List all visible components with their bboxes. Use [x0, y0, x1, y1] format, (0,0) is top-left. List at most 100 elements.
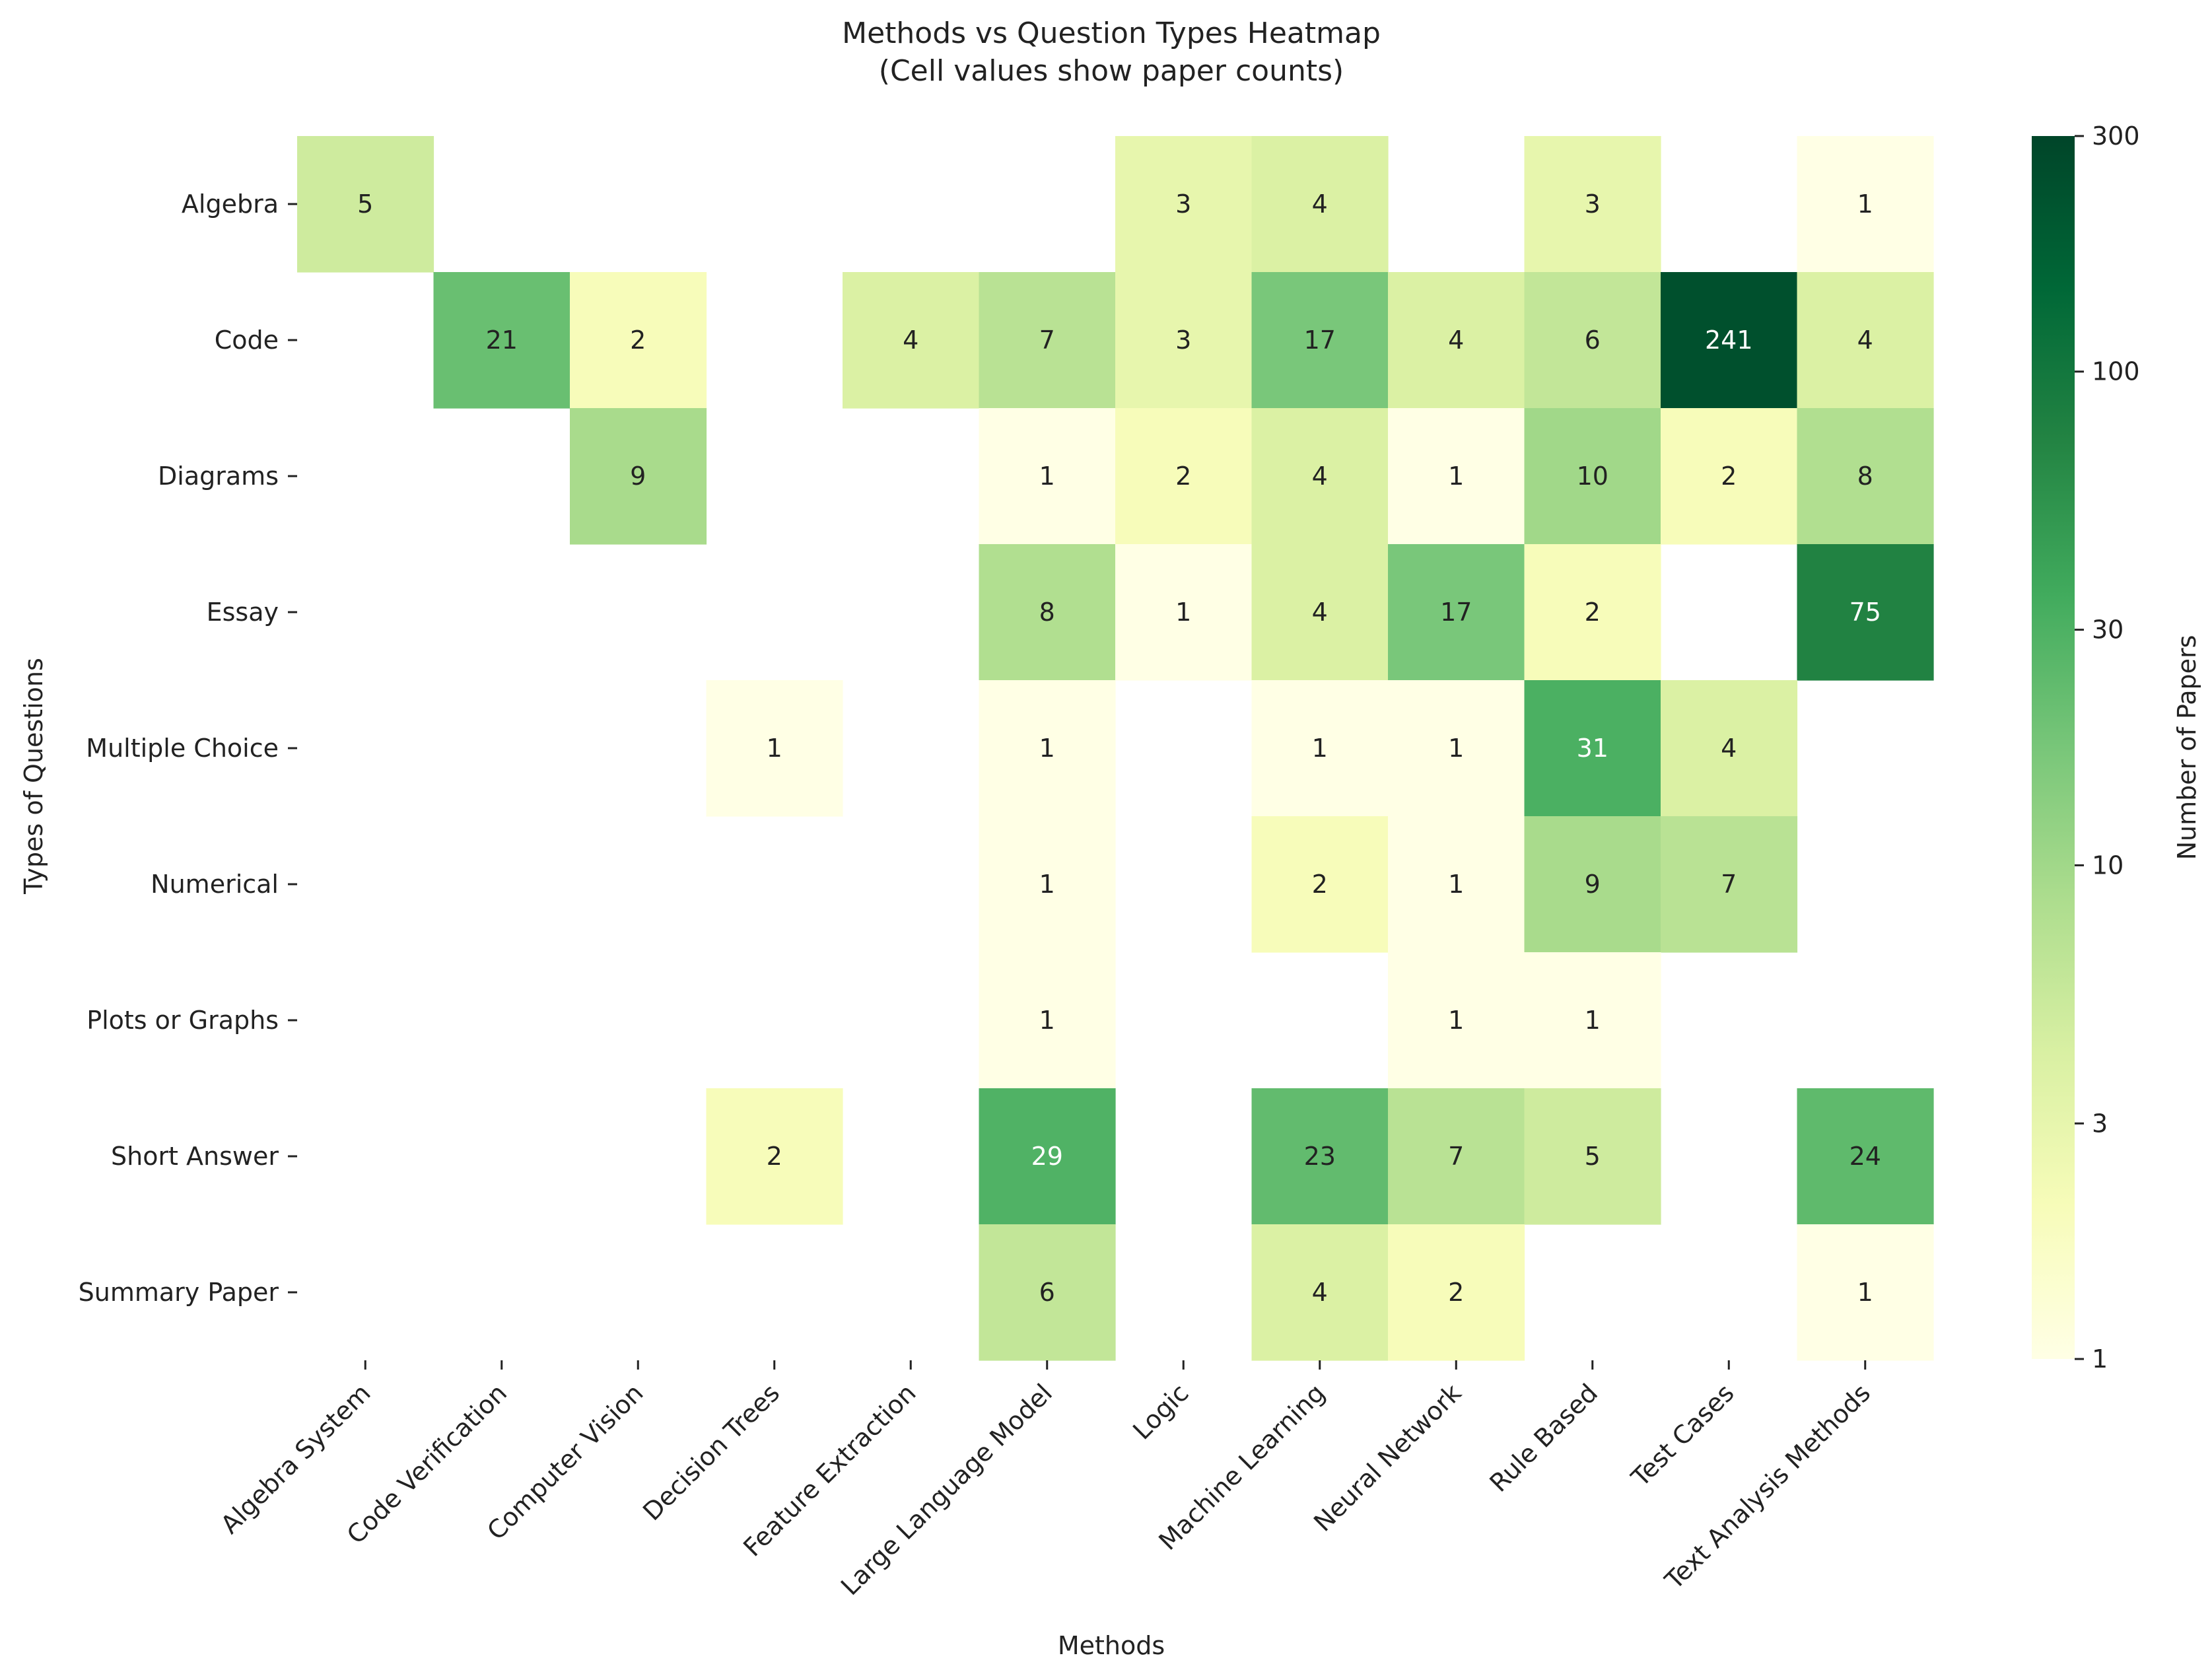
colorbar-tick-label: 3 — [2092, 1109, 2108, 1138]
heatmap-cell — [1388, 272, 1525, 409]
cell-value-label: 1 — [1448, 734, 1464, 763]
heatmap-cell — [1797, 136, 1934, 273]
heatmap-cell — [706, 1088, 843, 1225]
heatmap-cell — [570, 408, 707, 545]
heatmap-cell — [1251, 1088, 1389, 1225]
cell-value-label: 17 — [1440, 598, 1472, 627]
heatmap-cell — [1115, 272, 1253, 409]
chart-title-line-2: (Cell values show paper counts) — [879, 54, 1344, 88]
cell-value-label: 17 — [1304, 326, 1336, 355]
cell-value-label: 1 — [1039, 1006, 1055, 1035]
y-tick-label: Diagrams — [158, 462, 279, 491]
cell-value-label: 2 — [1175, 462, 1191, 491]
cell-value-label: 1 — [1448, 1006, 1464, 1035]
cell-value-label: 2 — [767, 1142, 782, 1171]
heatmap-cell — [1797, 408, 1934, 545]
cell-value-label: 1 — [1312, 734, 1328, 763]
y-tick-label: Algebra — [182, 190, 279, 219]
y-axis-ticks: Algebra Code Diagrams Essay Multiple Choice N… — [79, 190, 297, 1307]
cell-value-label: 8 — [1039, 598, 1055, 627]
cell-value-label: 3 — [1585, 190, 1601, 219]
heatmap-cell — [1661, 272, 1798, 409]
cell-value-label: 9 — [630, 462, 646, 491]
cell-value-label: 241 — [1705, 326, 1753, 355]
heatmap-cell — [433, 272, 570, 409]
cell-value-label: 3 — [1175, 326, 1191, 355]
cell-value-label: 4 — [1312, 190, 1328, 219]
y-tick-label: Numerical — [151, 870, 279, 899]
heatmap-cell — [1797, 1088, 1934, 1225]
cell-value-label: 7 — [1039, 326, 1055, 355]
cell-value-label: 3 — [1175, 190, 1191, 219]
heatmap-cell — [979, 1224, 1116, 1361]
heatmap-cell — [1251, 544, 1389, 681]
y-tick-label: Summary Paper — [79, 1278, 279, 1307]
heatmap-cell — [1524, 952, 1661, 1089]
heatmap-cell — [1661, 408, 1798, 545]
cell-value-label: 4 — [1312, 1278, 1328, 1307]
cell-value-label: 29 — [1031, 1142, 1063, 1171]
heatmap-cell — [1251, 408, 1389, 545]
heatmap-cell — [979, 272, 1116, 409]
x-tick-label: Rule Based — [1484, 1378, 1603, 1498]
heatmap-cell — [979, 408, 1116, 545]
y-tick-label: Plots or Graphs — [86, 1006, 279, 1035]
heatmap-cell — [1524, 680, 1661, 817]
heatmap-cell — [1388, 952, 1525, 1089]
heatmap-cell — [1797, 272, 1934, 409]
heatmap-cells: 5 3 4 3 121 2 4 7 3 17 4 6 241 49 1 2 4 1 10 2 88 1 4 17 2 751 1 1 1… — [297, 136, 1934, 1361]
cell-value-label: 1 — [1585, 1006, 1601, 1035]
colorbar-tick-label: 100 — [2092, 357, 2140, 386]
heatmap-cell — [1524, 1088, 1661, 1225]
cell-value-label: 21 — [486, 326, 518, 355]
x-tick-label: Algebra System — [215, 1378, 376, 1539]
cell-value-label: 4 — [1312, 598, 1328, 627]
heatmap-cell — [1524, 136, 1661, 273]
cell-value-label: 4 — [1448, 326, 1464, 355]
heatmap-cell — [1797, 544, 1934, 681]
cell-value-label: 2 — [1721, 462, 1737, 491]
cell-value-label: 2 — [630, 326, 646, 355]
cell-value-label: 4 — [903, 326, 918, 355]
x-tick-label: Neural Network — [1308, 1378, 1467, 1537]
cell-value-label: 5 — [357, 190, 373, 219]
cell-value-label: 2 — [1312, 870, 1328, 899]
x-axis-label: Methods — [1058, 1631, 1165, 1660]
y-tick-label: Multiple Choice — [86, 734, 279, 763]
colorbar: 1 3 10 30 100 300 Number of Papers — [2032, 122, 2201, 1374]
cell-value-label: 1 — [1448, 870, 1464, 899]
cell-value-label: 1 — [1448, 462, 1464, 491]
colorbar-tick-label: 10 — [2092, 851, 2124, 880]
heatmap-cell — [1388, 1088, 1525, 1225]
cell-value-label: 6 — [1039, 1278, 1055, 1307]
cell-value-label: 1 — [1039, 870, 1055, 899]
heatmap-cell — [1115, 544, 1253, 681]
heatmap-cell — [1661, 680, 1798, 817]
cell-value-label: 4 — [1312, 462, 1328, 491]
cell-value-label: 24 — [1849, 1142, 1881, 1171]
x-tick-label: Decision Trees — [637, 1378, 785, 1526]
y-tick-label: Short Answer — [111, 1142, 279, 1171]
heatmap-cell — [1251, 272, 1389, 409]
heatmap-cell — [297, 136, 434, 273]
cell-value-label: 1 — [1857, 190, 1873, 219]
cell-value-label: 75 — [1849, 598, 1881, 627]
y-tick-label: Essay — [207, 598, 279, 627]
x-tick-label: Logic — [1127, 1378, 1194, 1445]
cell-value-label: 1 — [1039, 734, 1055, 763]
x-tick-label: Test Cases — [1626, 1378, 1740, 1492]
y-tick-label: Code — [215, 326, 279, 355]
heatmap-cell — [979, 816, 1116, 953]
heatmap-cell — [1797, 1224, 1934, 1361]
heatmap-cell — [979, 680, 1116, 817]
colorbar-tick-label: 300 — [2092, 122, 2140, 151]
cell-value-label: 5 — [1585, 1142, 1601, 1171]
heatmap-cell — [1388, 544, 1525, 681]
heatmap-cell — [1388, 816, 1525, 953]
cell-value-label: 7 — [1721, 870, 1737, 899]
cell-value-label: 31 — [1577, 734, 1608, 763]
heatmap-cell — [1251, 816, 1389, 953]
cell-value-label: 1 — [767, 734, 782, 763]
heatmap-cell — [979, 544, 1116, 681]
